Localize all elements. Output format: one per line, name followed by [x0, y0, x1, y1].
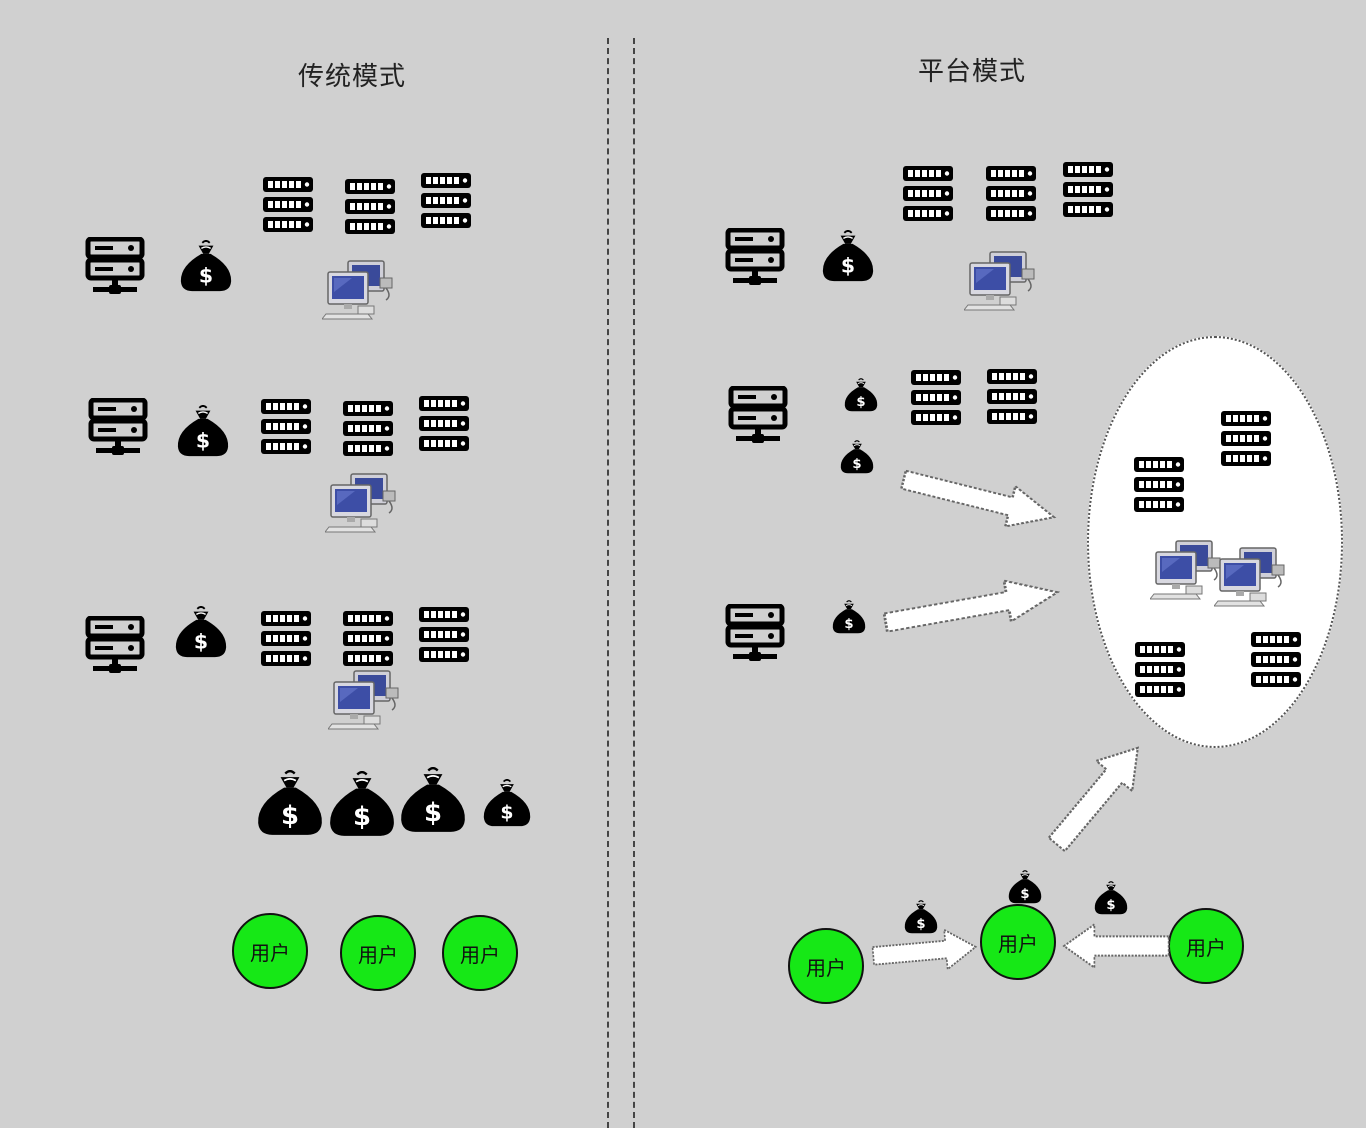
money-bag-icon: [326, 771, 398, 837]
user-node: 用户: [980, 904, 1056, 980]
arrow-icon: [870, 925, 979, 978]
arrow-icon: [880, 569, 1065, 646]
computers-icon: [964, 249, 1036, 311]
money-bag-icon: [397, 767, 469, 833]
server-rack-icon: [1220, 410, 1272, 468]
money-bag-icon: [481, 779, 533, 827]
server-rack-icon: [910, 369, 962, 427]
server-icon: [728, 386, 788, 446]
left-title: 传统模式: [297, 62, 407, 92]
server-rack-icon: [986, 368, 1038, 426]
user-node: 用户: [1168, 908, 1244, 984]
server-icon: [85, 616, 145, 676]
money-bag-icon: [178, 240, 234, 292]
money-bag-icon: [254, 770, 326, 836]
divider-line: [633, 38, 635, 1128]
server-rack-icon: [342, 400, 394, 458]
server-icon: [725, 228, 785, 288]
money-bag-icon: [831, 598, 867, 636]
server-rack-icon: [902, 165, 954, 223]
money-bag-icon: [820, 230, 876, 282]
user-node: 用户: [788, 928, 864, 1004]
money-bag-icon: [1093, 879, 1129, 917]
server-rack-icon: [344, 178, 396, 236]
money-bag-icon: [1007, 868, 1043, 906]
arrow-icon: [896, 457, 1062, 540]
computers-icon: [1214, 545, 1286, 607]
server-rack-icon: [342, 610, 394, 668]
divider-line: [607, 38, 609, 1128]
right-title: 平台模式: [917, 57, 1027, 87]
computers-icon: [322, 258, 394, 320]
money-bag-icon: [173, 606, 229, 658]
server-icon: [88, 398, 148, 458]
money-bag-icon: [843, 376, 879, 414]
server-rack-icon: [420, 172, 472, 230]
money-bag-icon: [175, 405, 231, 457]
user-node: 用户: [340, 915, 416, 991]
server-rack-icon: [1134, 641, 1186, 699]
server-rack-icon: [985, 165, 1037, 223]
user-node: 用户: [232, 913, 308, 989]
server-rack-icon: [260, 398, 312, 456]
user-node: 用户: [442, 915, 518, 991]
computers-icon: [328, 668, 400, 730]
arrow-icon: [1062, 922, 1170, 970]
server-icon: [85, 237, 145, 297]
server-rack-icon: [1250, 631, 1302, 689]
computers-icon: [325, 471, 397, 533]
server-rack-icon: [418, 606, 470, 664]
server-rack-icon: [260, 610, 312, 668]
server-rack-icon: [418, 395, 470, 453]
server-rack-icon: [1062, 161, 1114, 219]
server-icon: [725, 604, 785, 664]
computers-icon: [1150, 538, 1222, 600]
server-rack-icon: [1133, 456, 1185, 514]
money-bag-icon: [839, 438, 875, 476]
arrow-icon: [1036, 729, 1159, 862]
server-rack-icon: [262, 176, 314, 234]
